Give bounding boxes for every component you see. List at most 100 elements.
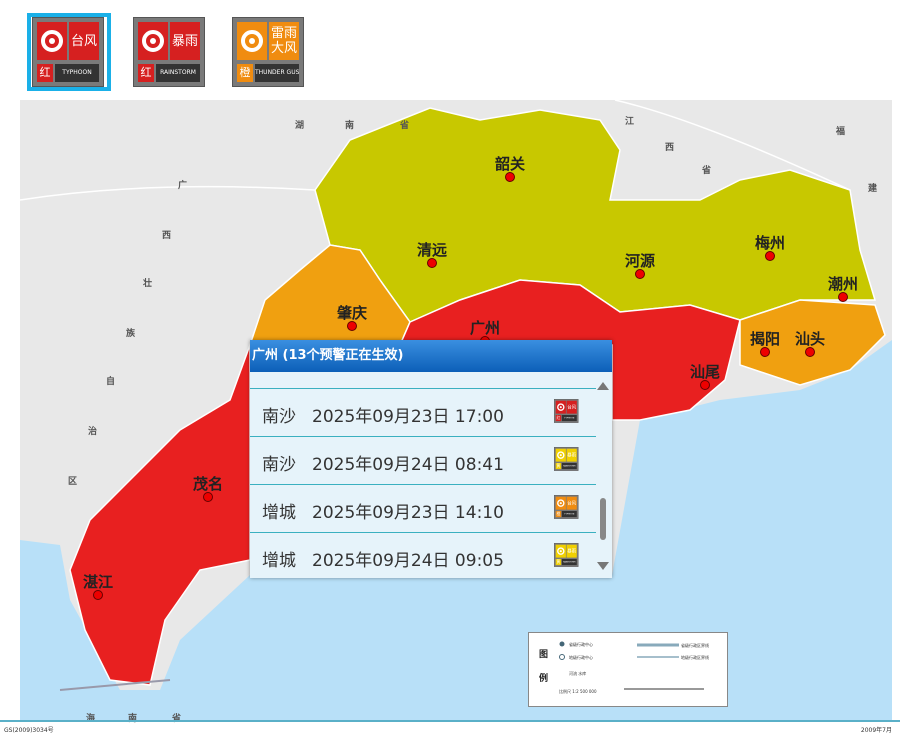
footer-text: 2009年7月 — [860, 727, 892, 734]
region-label: 省 — [702, 166, 712, 176]
region-red-west — [69, 344, 251, 686]
popup-title: 广州 (13个预警正在生效) — [250, 340, 612, 372]
warning-icon[interactable]: 台风红 TYPHOON — [32, 17, 104, 87]
scrollbar[interactable] — [596, 380, 610, 572]
city-label: 汕头 — [794, 330, 826, 348]
row-place: 增城 — [262, 503, 296, 523]
row-place: 南沙 — [262, 407, 296, 427]
city-label: 汕尾 — [689, 363, 721, 381]
region-label: 西 — [162, 231, 172, 241]
city-dot — [635, 269, 645, 279]
region-label: 南 — [128, 714, 138, 724]
region-label: 海 — [86, 714, 96, 724]
row-icon: 暴雨黄 RAINSTORM — [554, 447, 579, 471]
region-label: 壮 — [143, 279, 153, 289]
icon-name: 台风 — [566, 400, 577, 414]
icon-en: TYPHOON — [561, 510, 577, 518]
city-dot — [505, 172, 515, 182]
warning-row[interactable]: 南沙 2025年09月23日 17:00 台风红 TYPHOON — [250, 388, 596, 436]
icon-level: 红 — [555, 414, 562, 422]
scroll-down[interactable] — [597, 562, 609, 570]
city-dot — [93, 590, 103, 600]
footer-line — [0, 720, 900, 722]
region-label: 湖 — [295, 121, 305, 131]
icon-glyph — [557, 451, 565, 459]
icon-symbol — [138, 22, 168, 60]
icon-en: TYPHOON — [561, 414, 577, 422]
selected-border — [27, 13, 111, 91]
icon-symbol — [37, 22, 67, 60]
region-label: 区 — [68, 477, 78, 487]
warning-icon[interactable]: 暴雨红 RAINSTORM — [133, 17, 205, 87]
scroll-up[interactable] — [597, 382, 609, 390]
icon-en: THUNDER GUST — [255, 64, 299, 82]
icon-level: 黄 — [555, 462, 562, 470]
city-dot — [838, 292, 848, 302]
region-label: 福 — [836, 127, 846, 137]
city-label: 茂名 — [192, 475, 224, 493]
icon-level: 橙 — [555, 510, 562, 518]
city-label: 韶关 — [494, 155, 526, 173]
row-icon: 暴雨黄 RAINSTORM — [554, 543, 579, 567]
warning-row[interactable]: 增城 2025年09月23日 14:10 台风橙 TYPHOON — [250, 484, 596, 532]
legend-title: 例 — [539, 674, 549, 684]
city-label: 湛江 — [82, 573, 114, 591]
icon-glyph — [241, 30, 263, 52]
city-label: 广州 — [469, 319, 501, 337]
boundary — [20, 100, 851, 201]
warning-row[interactable]: 增城 2025年09月24日 09:05 暴雨黄 RAINSTORM — [250, 532, 596, 580]
city-dot — [427, 258, 437, 268]
icon-level: 橙 — [237, 64, 253, 82]
region-label: 江 — [625, 117, 635, 127]
city-label: 揭阳 — [749, 330, 781, 348]
legend-item: 地级行政区界线 — [681, 655, 709, 660]
city-label: 河源 — [624, 252, 656, 270]
sea — [20, 340, 892, 720]
map — [20, 100, 892, 720]
legend-graphics — [559, 641, 704, 690]
row-place: 南沙 — [262, 455, 296, 475]
icon-symbol — [555, 400, 566, 414]
legend-item: 地级行政中心 — [569, 655, 593, 660]
warning-icon: 暴雨黄 RAINSTORM — [554, 447, 579, 471]
scroll-thumb[interactable] — [600, 498, 606, 540]
warning-row[interactable]: 南沙 2025年09月24日 08:41 暴雨黄 RAINSTORM — [250, 436, 596, 484]
region-label: 南 — [345, 121, 355, 131]
icon-symbol — [237, 22, 267, 60]
icon-glyph — [557, 403, 565, 411]
region-red-central — [398, 279, 741, 421]
region-label: 省 — [400, 121, 410, 131]
icon-name: 台风 — [69, 22, 99, 60]
row-time: 2025年09月23日 14:10 — [312, 503, 504, 523]
region-label: 西 — [665, 143, 675, 153]
row-time: 2025年09月23日 17:00 — [312, 407, 504, 427]
icon-name: 台风 — [566, 496, 577, 510]
row-time: 2025年09月24日 09:05 — [312, 551, 504, 571]
icon-name: 暴雨 — [566, 544, 577, 558]
city-dot — [347, 321, 357, 331]
icon-glyph — [142, 30, 164, 52]
icon-level: 红 — [37, 64, 53, 82]
coast-line — [59, 679, 171, 691]
icon-name: 雷雨大风 — [269, 22, 299, 60]
icon-symbol — [555, 448, 566, 462]
region-orange-east — [739, 299, 886, 386]
legend-item: 省级行政中心 — [569, 642, 593, 647]
city-dot — [765, 251, 775, 261]
legend-item: 比例尺 1:2 500 000 — [559, 689, 597, 694]
row-place: 增城 — [262, 551, 296, 571]
icon-level: 黄 — [555, 558, 562, 566]
icon-symbol — [555, 544, 566, 558]
warning-icon: 台风橙 TYPHOON — [554, 495, 579, 519]
city-label: 清远 — [416, 241, 448, 259]
row-icon: 台风橙 TYPHOON — [554, 495, 579, 519]
region-label: 建 — [868, 184, 878, 194]
warning-icon[interactable]: 雷雨大风橙 THUNDER GUST — [232, 17, 304, 87]
region-label: 省 — [172, 714, 182, 724]
warning-icon: 暴雨黄 RAINSTORM — [554, 543, 579, 567]
footer-text: GS(2009)3034号 — [4, 727, 54, 734]
city-dot — [700, 380, 710, 390]
legend-symbol — [559, 654, 565, 660]
city-dot — [805, 347, 815, 357]
